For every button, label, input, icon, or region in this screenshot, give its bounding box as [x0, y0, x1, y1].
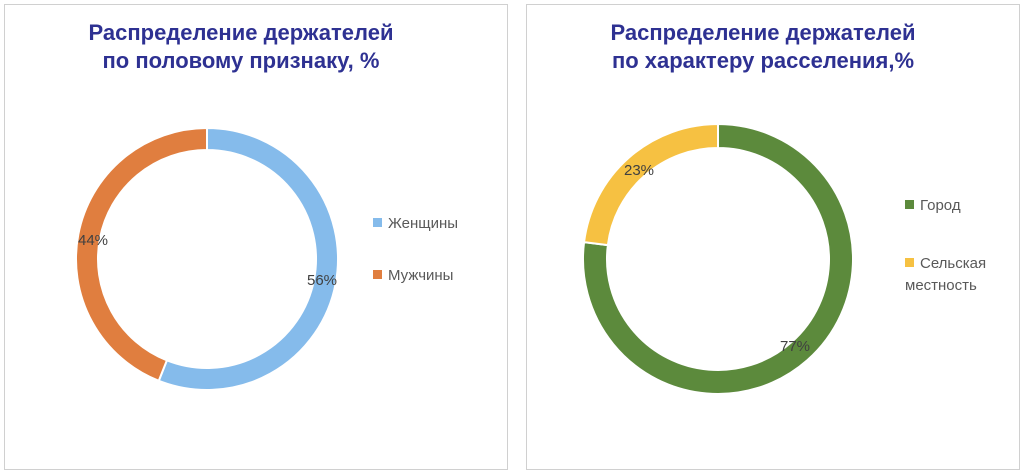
slice-data-label-1: 44%: [78, 232, 108, 249]
chart-title-line-1: Распределение держателей: [610, 20, 916, 45]
legend-swatch-men: [373, 270, 382, 279]
donut-slice-1: [75, 126, 208, 383]
legend-item-men: Мужчины: [373, 265, 453, 287]
legend-item-city: Город: [905, 195, 961, 217]
legend-label-women: Женщины: [388, 215, 459, 232]
legend-item-rural-cont: местность: [905, 275, 977, 297]
donut-chart-gender: 56% 44%: [75, 126, 339, 391]
legend-swatch-rural: [905, 258, 914, 267]
donut-slice-1: [582, 122, 719, 247]
slice-data-label-1: 23%: [624, 162, 654, 179]
donut-slice-0: [157, 126, 339, 391]
legend-item-rural: Сельская: [905, 253, 986, 275]
chart-panel-gender: Распределение держателей по половому при…: [4, 4, 508, 470]
donut-slice-0: [582, 122, 854, 395]
legend-label-men: Мужчины: [388, 267, 454, 284]
legend-swatch-women: [373, 218, 382, 227]
chart-title-line-1: Распределение держателей: [88, 20, 394, 45]
donut-chart-settlement: 77% 23%: [582, 122, 854, 395]
legend-item-women: Женщины: [373, 213, 458, 235]
chart-title: Распределение держателей по характеру ра…: [517, 19, 1009, 75]
chart-title-line-2: по половому признаку, %: [102, 48, 380, 73]
slice-data-label-0: 77%: [780, 338, 810, 355]
legend-label-city: Город: [920, 197, 961, 214]
chart-title-line-2: по характеру расселения,%: [611, 48, 915, 73]
legend-label-rural-line-1: Сельская: [920, 255, 987, 272]
chart-panel-settlement: Распределение держателей по характеру ра…: [526, 4, 1020, 470]
chart-title: Распределение держателей по половому при…: [0, 19, 492, 75]
slice-data-label-0: 56%: [307, 272, 337, 289]
legend-swatch-city: [905, 200, 914, 209]
legend-label-rural-line-2: местность: [905, 277, 977, 294]
